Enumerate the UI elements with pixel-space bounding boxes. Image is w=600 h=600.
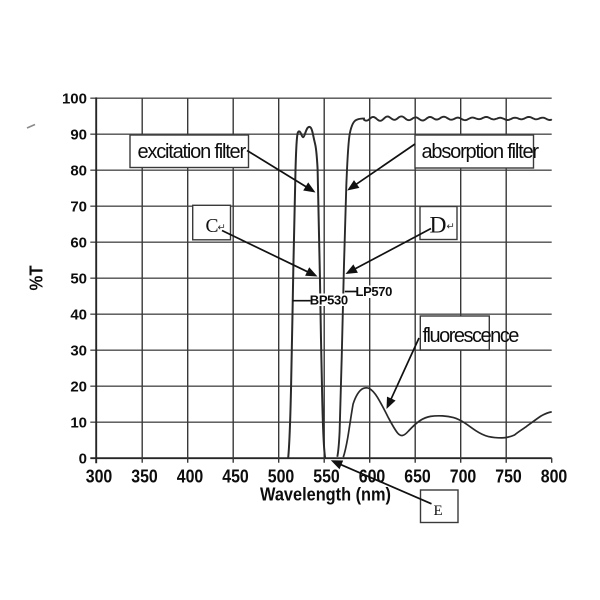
svg-text:60: 60	[70, 234, 87, 251]
svg-text:450: 450	[222, 466, 249, 487]
svg-text:700: 700	[450, 466, 477, 487]
svg-text:%T: %T	[26, 265, 47, 291]
svg-text:excitation filter: excitation filter	[138, 141, 247, 163]
svg-text:550: 550	[313, 466, 340, 487]
svg-text:600: 600	[359, 466, 386, 487]
svg-text:0: 0	[79, 450, 87, 467]
svg-text:650: 650	[404, 466, 431, 487]
svg-text:C: C	[206, 216, 219, 237]
svg-text:500: 500	[268, 466, 295, 487]
svg-text:LP570: LP570	[356, 284, 393, 299]
svg-text:fluorescence: fluorescence	[423, 325, 520, 347]
svg-text:800: 800	[541, 466, 568, 487]
svg-text:absorption filter: absorption filter	[422, 141, 540, 163]
svg-text:350: 350	[131, 466, 158, 487]
svg-text:300: 300	[86, 466, 113, 487]
svg-text:20: 20	[70, 378, 87, 395]
svg-text:80: 80	[70, 162, 87, 179]
svg-text:90: 90	[70, 126, 87, 143]
svg-text:40: 40	[70, 306, 87, 323]
svg-text:100: 100	[62, 90, 87, 107]
svg-text:400: 400	[177, 466, 204, 487]
svg-text:750: 750	[495, 466, 522, 487]
svg-text:D: D	[430, 212, 447, 238]
svg-text:30: 30	[70, 342, 87, 359]
svg-text:BP530: BP530	[310, 292, 348, 307]
svg-text:Wavelength (nm): Wavelength (nm)	[260, 484, 391, 505]
svg-text:50: 50	[70, 270, 87, 287]
svg-text:↵: ↵	[447, 222, 455, 233]
svg-text:E: E	[434, 503, 443, 519]
svg-text:70: 70	[70, 198, 87, 215]
svg-text:↵: ↵	[218, 223, 226, 234]
svg-text:10: 10	[70, 414, 87, 431]
